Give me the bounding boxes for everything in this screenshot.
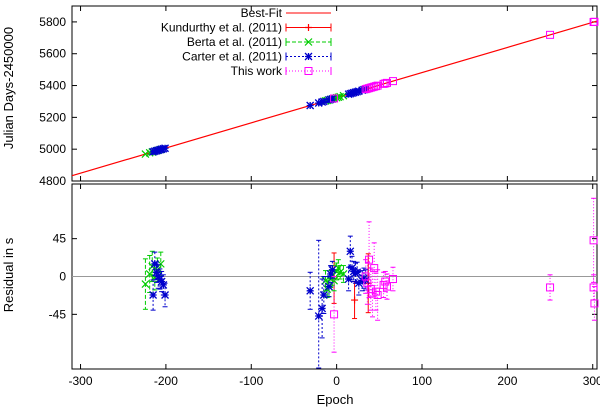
residual-point	[346, 247, 355, 256]
residual-point	[149, 291, 158, 299]
x-tick-label: -200	[154, 374, 178, 388]
residual-point	[314, 312, 323, 320]
legend-label: Berta et al. (2011)	[187, 35, 282, 49]
residual-point	[161, 291, 170, 299]
legend-marker	[304, 38, 313, 46]
bottom-y-tick-label: 0	[59, 270, 66, 284]
residual-point	[366, 285, 375, 294]
residual-point	[388, 275, 397, 284]
residual-point	[159, 280, 168, 289]
x-tick-label: 200	[497, 374, 517, 388]
bottom-y-tick-label: -45	[49, 307, 67, 321]
legend-label: Best-Fit	[241, 6, 283, 20]
residual-point	[150, 259, 159, 268]
residual-point	[348, 264, 356, 273]
top-y-axis-label: Julian Days-2450000	[1, 27, 16, 149]
top-data-point	[354, 87, 363, 96]
x-tick-label: 0	[333, 374, 340, 388]
top-data-point	[388, 77, 397, 86]
residual-point	[373, 291, 382, 299]
residual-point	[381, 277, 390, 286]
top-y-tick-label: 5200	[39, 110, 66, 124]
legend-label: Carter et al. (2011)	[182, 50, 282, 64]
residual-point	[383, 282, 391, 291]
residual-point	[318, 304, 327, 313]
residual-point	[306, 286, 315, 295]
top-plot-frame	[71, 5, 598, 182]
residual-point	[589, 283, 598, 292]
residual-point	[590, 299, 599, 308]
top-data-point	[141, 150, 150, 158]
x-tick-label: 100	[412, 374, 432, 388]
legend-label: This work	[231, 64, 283, 78]
residual-point	[157, 277, 166, 286]
top-y-tick-label: 5800	[39, 15, 66, 29]
top-y-tick-label: 4800	[39, 174, 66, 188]
x-axis-label: Epoch	[317, 392, 354, 407]
top-panel: 4800 5000 5200 5400 5600 5800 Best-FitKundurth…	[39, 5, 599, 188]
bottom-y-axis-label: Residual in s	[1, 237, 16, 312]
top-data-point	[590, 17, 599, 26]
x-tick-label: -300	[69, 374, 93, 388]
residual-point	[589, 236, 598, 245]
residual-point	[141, 280, 150, 288]
top-y-tick-label: 5600	[39, 47, 66, 61]
residual-point	[326, 270, 335, 278]
x-tick-label: 300	[583, 374, 600, 388]
residual-point	[344, 275, 353, 283]
top-data-point	[319, 97, 328, 106]
bottom-y-tick-label: 45	[53, 232, 67, 246]
top-data-point	[373, 81, 382, 90]
top-data-point	[330, 94, 339, 103]
top-data-point	[383, 78, 391, 87]
legend-marker	[304, 67, 313, 75]
top-data-point	[339, 91, 348, 100]
bottom-panel: -300 -200 -100 0 100 200 300 -45 0 45	[49, 183, 600, 388]
residual-point	[330, 310, 339, 319]
residual-point	[370, 264, 379, 273]
top-data-point	[314, 99, 323, 107]
top-data-point	[306, 101, 315, 110]
top-data-point	[371, 82, 380, 91]
residual-point	[365, 255, 374, 264]
legend-marker	[305, 24, 312, 31]
top-data-point	[546, 30, 555, 39]
top-y-tick-label: 5000	[39, 142, 66, 156]
top-data-point	[328, 95, 337, 103]
x-tick-label: -100	[239, 374, 263, 388]
residual-point	[351, 296, 359, 304]
legend-label: Kundurthy et al. (2011)	[161, 21, 282, 35]
legend-marker	[304, 52, 313, 61]
residual-point	[152, 268, 161, 277]
residual-point	[319, 291, 328, 299]
top-y-tick-label: 5400	[39, 79, 66, 93]
residual-point	[353, 268, 362, 277]
residual-point	[328, 265, 337, 274]
top-data-point	[381, 79, 390, 88]
top-data-point	[161, 144, 170, 153]
residual-point	[324, 282, 333, 291]
residual-point	[546, 283, 555, 292]
